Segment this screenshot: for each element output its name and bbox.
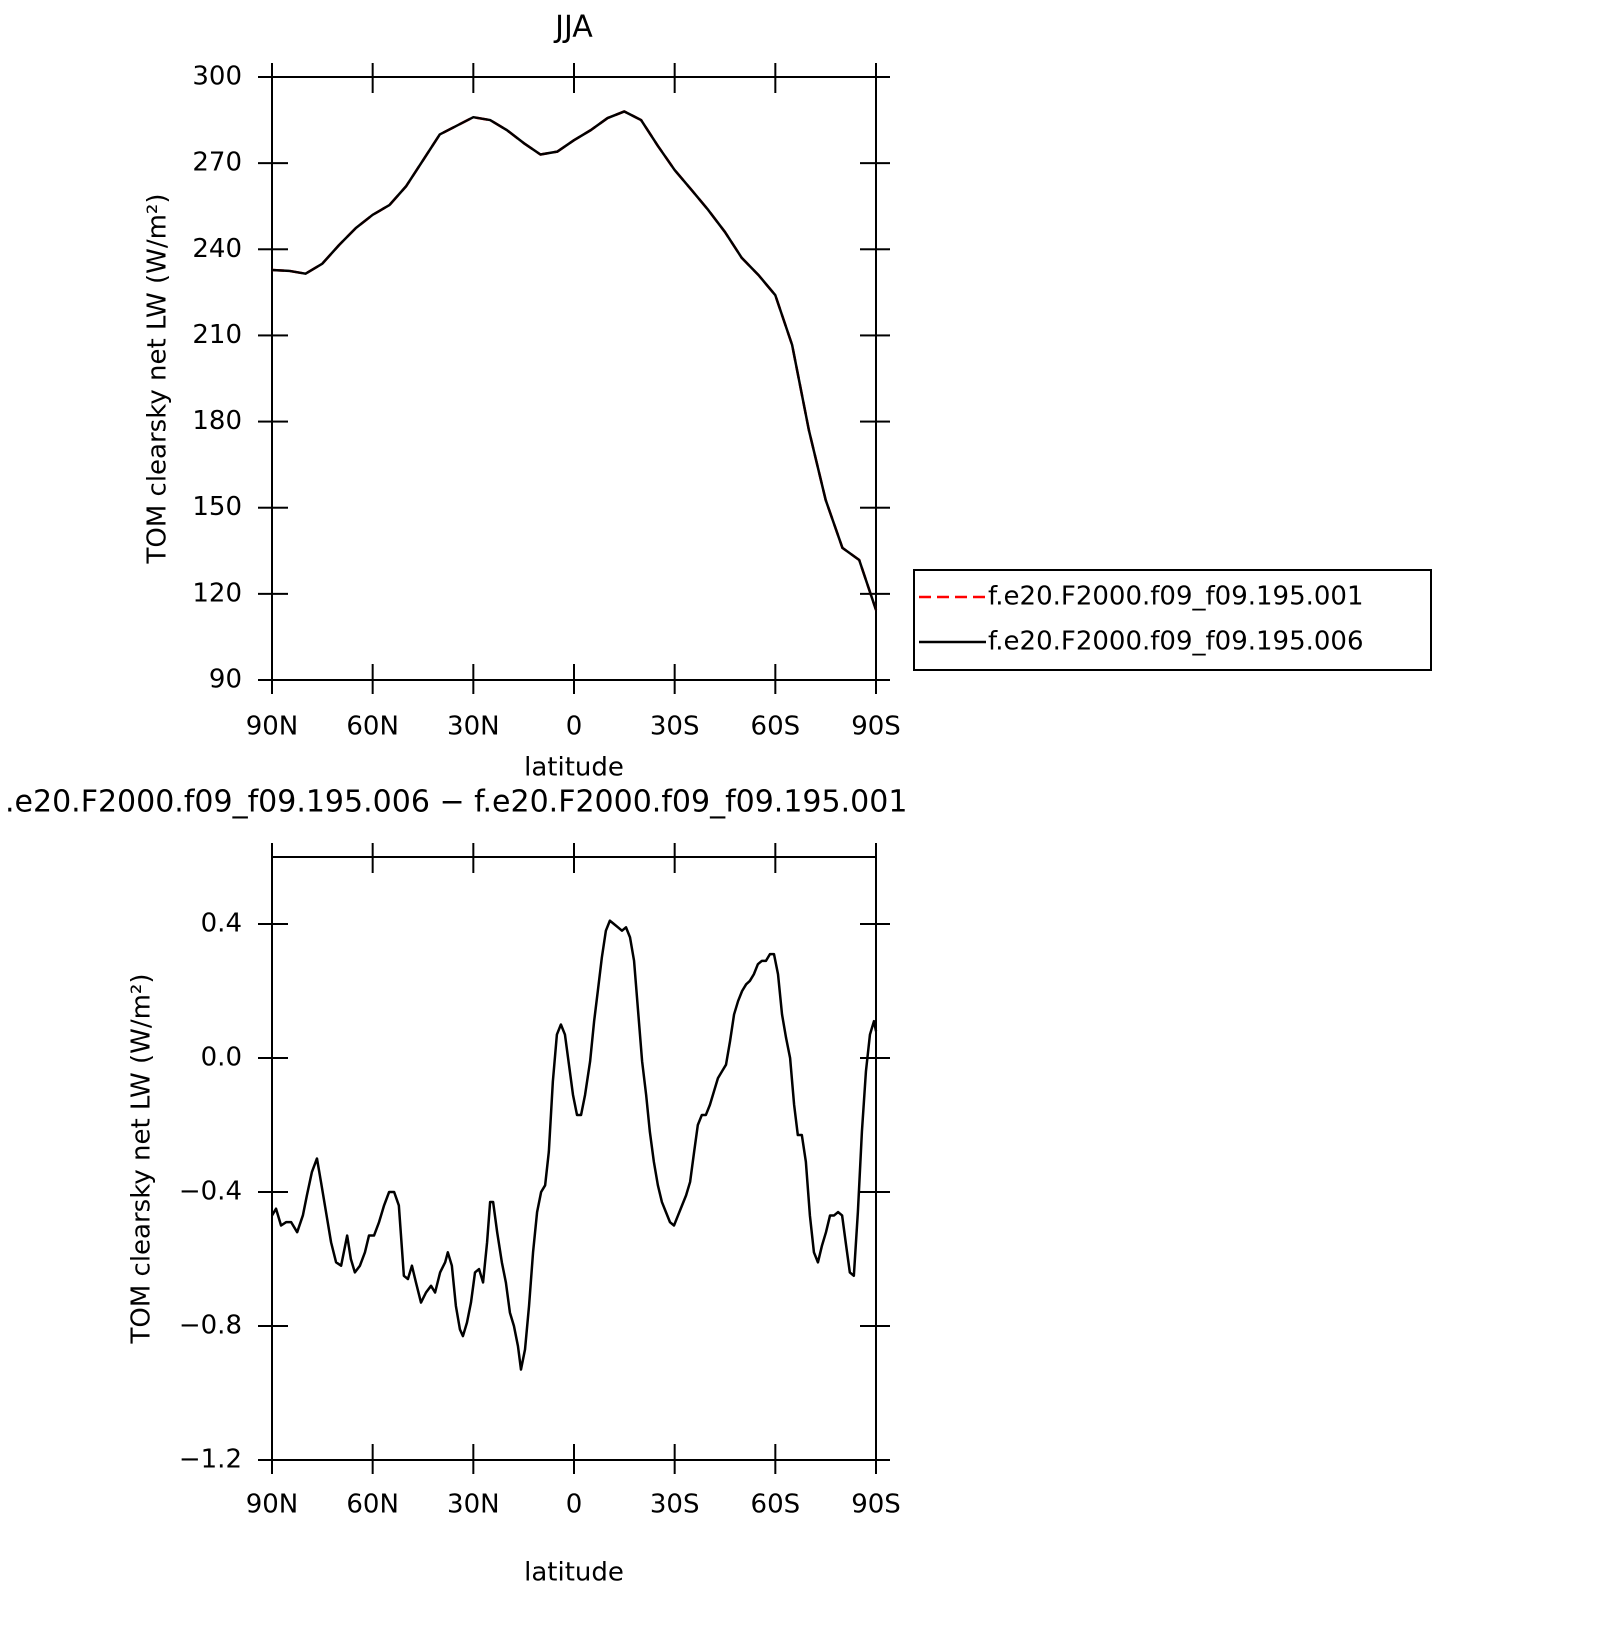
data-line [270, 919, 878, 1371]
x-tick-label: 90S [851, 1490, 901, 1520]
x-tick-label: 30S [650, 712, 700, 742]
y-tick-label: 120 [192, 578, 242, 608]
chart-title: JJA [553, 10, 593, 45]
y-tick-label: 240 [192, 234, 242, 264]
x-tick-label: 30N [447, 1490, 500, 1520]
y-tick-label: 210 [192, 320, 242, 350]
x-tick-label: 60N [346, 712, 399, 742]
plot-frame [271, 76, 877, 681]
y-tick-label: 0.0 [201, 1043, 242, 1073]
x-tick-label: 90N [246, 1490, 299, 1520]
x-tick-label: 0 [566, 712, 583, 742]
x-tick-label: 90S [851, 712, 901, 742]
x-axis-label: latitude [524, 1558, 624, 1588]
x-tick-label: 60S [751, 712, 801, 742]
data-line [271, 110, 878, 611]
y-axis-label: TOM clearsky net LW (W/m²) [143, 193, 173, 564]
plot-frame [271, 856, 877, 1461]
x-tick-label: 0 [566, 1490, 583, 1520]
data-line [271, 110, 878, 611]
y-tick-label: 300 [192, 62, 242, 92]
legend-box [913, 569, 1432, 671]
y-tick-label: −1.2 [179, 1445, 242, 1475]
y-tick-label: 0.4 [201, 909, 242, 939]
x-tick-label: 30S [650, 1490, 700, 1520]
x-tick-label: 60N [346, 1490, 399, 1520]
legend-label: f.e20.F2000.f09_f09.195.006 [988, 627, 1364, 657]
chart-title: .e20.F2000.f09_f09.195.006 − f.e20.F2000… [5, 785, 907, 820]
x-tick-label: 60S [751, 1490, 801, 1520]
y-axis-label: TOM clearsky net LW (W/m²) [127, 973, 157, 1344]
x-tick-label: 90N [246, 712, 299, 742]
y-tick-label: −0.4 [179, 1177, 242, 1207]
x-axis-label: latitude [524, 753, 624, 783]
x-tick-label: 30N [447, 712, 500, 742]
y-tick-label: 180 [192, 406, 242, 436]
y-tick-label: −0.8 [179, 1311, 242, 1341]
y-tick-label: 270 [192, 148, 242, 178]
y-tick-label: 90 [209, 665, 242, 695]
legend-label: f.e20.F2000.f09_f09.195.001 [988, 582, 1364, 612]
y-tick-label: 150 [192, 492, 242, 522]
